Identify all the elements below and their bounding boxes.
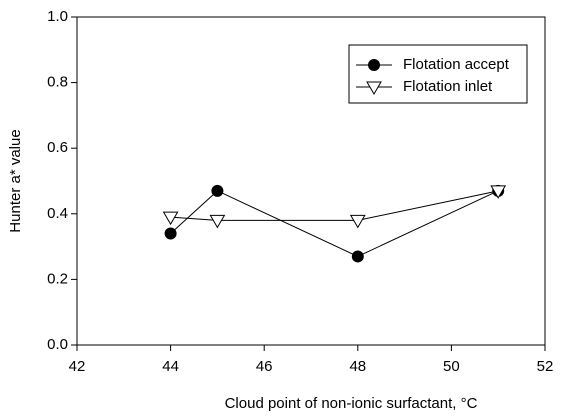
x-tick-label: 50: [443, 358, 460, 375]
series-line: [170, 190, 499, 257]
marker: [351, 250, 364, 263]
legend-marker: [366, 81, 382, 95]
y-axis-title: Hunter a* value: [7, 129, 24, 232]
y-tick-label: 0.4: [47, 205, 68, 222]
x-tick-label: 46: [256, 358, 273, 375]
y-tick-label: 0.2: [47, 270, 68, 287]
marker: [211, 184, 224, 197]
x-tick-label: 44: [162, 358, 179, 375]
legend-box: [348, 44, 528, 104]
plot-frame: [76, 16, 546, 346]
x-tick-label: 42: [69, 358, 86, 375]
legend-label: Flotation accept: [403, 56, 510, 73]
x-axis-title: Cloud point of non-ionic surfactant, °C: [225, 395, 478, 412]
marker: [490, 185, 507, 199]
y-tick-label: 1.0: [47, 8, 68, 25]
marker: [164, 227, 177, 240]
x-tick-label: 52: [537, 358, 554, 375]
y-tick-label: 0.0: [47, 336, 68, 353]
marker: [162, 211, 179, 226]
legend-marker: [368, 59, 380, 71]
y-tick-label: 0.8: [47, 74, 68, 91]
marker: [209, 214, 226, 229]
marker: [349, 214, 366, 229]
series-line: [170, 190, 499, 221]
legend-label: Flotation inlet: [403, 78, 493, 95]
y-tick-label: 0.6: [47, 139, 68, 156]
x-tick-label: 48: [349, 358, 366, 375]
